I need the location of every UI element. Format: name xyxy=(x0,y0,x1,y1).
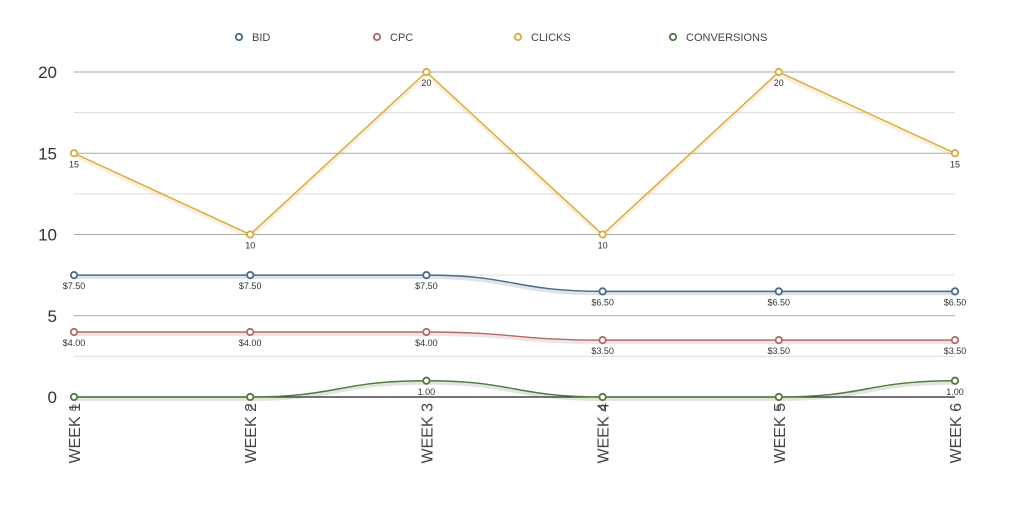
data-point-clicks xyxy=(69,149,79,158)
x-tick-label: WEEK 5 xyxy=(772,403,789,464)
data-point-cpc xyxy=(774,336,783,345)
data-point-bid xyxy=(950,287,960,296)
data-point-clicks xyxy=(422,67,431,77)
data-point-clicks xyxy=(598,230,607,239)
data-label-bid: $6.50 xyxy=(591,297,614,307)
data-point-cpc xyxy=(950,336,960,345)
legend-item-cpc: CPC xyxy=(372,32,413,44)
data-label-clicks: 10 xyxy=(598,241,608,251)
legend-item-clicks: CLICKS xyxy=(513,32,571,44)
data-label-bid: $7.50 xyxy=(415,281,438,291)
legend-label-conversions: CONVERSIONS xyxy=(686,32,767,44)
series-line-shadow xyxy=(74,275,955,296)
legend-label-cpc: CPC xyxy=(390,32,413,44)
legend-item-conversions: CONVERSIONS xyxy=(668,32,767,44)
data-label-cpc: $4.00 xyxy=(415,338,438,348)
y-tick-label: 10 xyxy=(38,226,57,245)
data-label-conversions: 0 xyxy=(248,403,253,413)
data-point-clicks xyxy=(246,230,255,239)
series-line-shadow xyxy=(73,71,956,240)
data-point-bid xyxy=(246,271,255,280)
data-point-bid xyxy=(598,287,607,296)
data-label-cpc: $4.00 xyxy=(63,338,86,348)
data-point-cpc xyxy=(598,336,607,345)
series-bid: $7.50 $7.50 $7.50 $6.50 $6.50 $6.50 xyxy=(63,271,967,307)
legend-marker-clicks xyxy=(513,32,523,42)
data-label-bid: $6.50 xyxy=(944,297,967,307)
data-label-conversions: 0 xyxy=(776,403,781,413)
legend-marker-bid xyxy=(234,32,244,42)
data-point-clicks xyxy=(774,67,783,77)
data-point-cpc xyxy=(69,327,79,337)
data-label-cpc: $3.50 xyxy=(944,346,967,356)
data-label-clicks: 20 xyxy=(421,78,431,88)
data-label-conversions: 0 xyxy=(71,403,76,413)
data-point-bid xyxy=(774,287,783,296)
series-line-clicks xyxy=(73,71,956,236)
x-tick-label: WEEK 4 xyxy=(596,403,613,464)
data-point-cpc xyxy=(246,327,255,337)
legend-label-clicks: CLICKS xyxy=(531,32,571,44)
data-point-conversions xyxy=(246,392,255,402)
legend-marker-cpc xyxy=(372,32,382,42)
data-point-clicks xyxy=(950,149,960,158)
data-label-bid: $6.50 xyxy=(768,297,791,307)
x-tick-label: WEEK 1 xyxy=(67,403,84,464)
data-label-clicks: 20 xyxy=(774,78,784,88)
legend-marker-conversions xyxy=(668,32,678,42)
data-point-bid xyxy=(422,271,431,280)
data-label-conversions: 1.00 xyxy=(418,387,436,397)
legend: BID CPC CLICKS CONVERSIONS xyxy=(234,32,767,44)
data-point-conversions xyxy=(950,376,960,385)
data-label-cpc: $3.50 xyxy=(768,346,791,356)
x-tick-label: WEEK 6 xyxy=(948,403,965,464)
data-label-conversions: 1.00 xyxy=(946,387,964,397)
series-line-shadow xyxy=(74,331,955,345)
data-label-bid: $7.50 xyxy=(63,281,86,291)
data-label-clicks: 15 xyxy=(950,159,960,169)
data-label-cpc: $3.50 xyxy=(591,346,614,356)
series: $7.50 $7.50 $7.50$6.50 $6.50 $6.50$4.00 $4.00… xyxy=(63,67,967,413)
legend-label-bid: BID xyxy=(252,32,270,44)
x-axis-ticks: WEEK 1 WEEK 2 WEEK 3 WEEK 4 WEEK 5 WEEK 6 xyxy=(67,403,965,464)
data-point-conversions xyxy=(774,392,783,402)
data-point-conversions xyxy=(422,376,431,385)
y-tick-label: 15 xyxy=(38,144,57,163)
data-label-clicks: 15 xyxy=(69,159,79,169)
data-point-cpc xyxy=(422,327,431,337)
series-line-shadow xyxy=(74,380,956,402)
series-conversions: 0 0 1.00 0 0 1.00 xyxy=(69,376,964,413)
y-tick-label: 20 xyxy=(38,63,57,82)
x-tick-label: WEEK 3 xyxy=(419,403,436,464)
data-point-conversions xyxy=(69,392,79,402)
data-label-conversions: 0 xyxy=(600,403,605,413)
data-point-bid xyxy=(69,271,79,280)
series-cpc: $4.00 $4.00 $4.00 $3.50 $3.50 $3.50 xyxy=(63,327,967,356)
data-label-cpc: $4.00 xyxy=(239,338,262,348)
y-tick-label: 5 xyxy=(48,307,57,326)
data-label-bid: $7.50 xyxy=(239,281,262,291)
series-line-cpc xyxy=(74,331,955,341)
grid xyxy=(74,71,955,398)
x-tick-label: WEEK 2 xyxy=(243,403,260,464)
y-axis-ticks: 0 5 10 15 20 xyxy=(38,63,57,407)
series-line-conversions xyxy=(74,380,956,398)
data-label-clicks: 10 xyxy=(245,241,255,251)
data-point-conversions xyxy=(598,392,607,402)
y-tick-label: 0 xyxy=(48,388,57,407)
series-line-bid xyxy=(74,274,955,293)
legend-item-bid: BID xyxy=(234,32,270,44)
series-clicks: 15 10 20 10 20 15 xyxy=(69,67,960,251)
